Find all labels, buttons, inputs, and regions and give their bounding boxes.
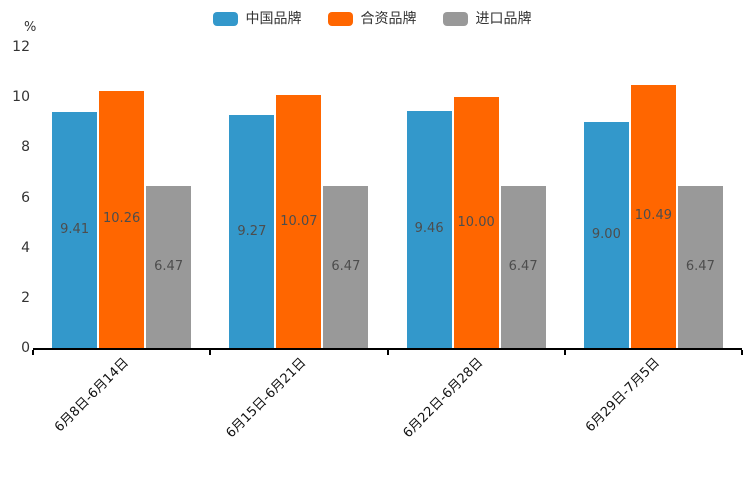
bar-合资品牌-group-2[interactable]: [453, 97, 499, 348]
legend-swatch-icon: [442, 12, 468, 26]
x-axis-label: 6月15日-6月21日: [222, 355, 309, 442]
legend-item-series-0[interactable]: 中国品牌: [212, 11, 302, 27]
bar-value-label: 10.00: [457, 214, 495, 230]
bar-value-label: 6.47: [331, 258, 361, 274]
bar-value-label: 9.27: [237, 223, 267, 239]
bar-进口品牌-group-2[interactable]: [500, 185, 546, 348]
bar-value-label: 9.41: [60, 221, 90, 237]
bar-value-label: 10.49: [634, 208, 672, 224]
bar-中国品牌-group-0[interactable]: [52, 111, 98, 348]
legend-item-label: 进口品牌: [475, 11, 532, 27]
x-axis-label: 6月29日-7月5日: [583, 355, 664, 436]
x-axis-tick: [741, 350, 743, 355]
x-axis-tick: [209, 350, 212, 355]
chart-legend: 中国品牌 合资品牌 进口品牌: [0, 8, 744, 30]
x-axis-line: [33, 348, 742, 350]
legend-swatch-icon: [327, 12, 353, 26]
bar-中国品牌-group-1[interactable]: [229, 115, 275, 348]
y-axis-tick-label: 2: [21, 289, 30, 306]
bar-value-label: 6.47: [685, 258, 715, 274]
bar-value-label: 9.00: [591, 227, 621, 243]
bar-value-label: 10.07: [280, 213, 318, 229]
bar-value-label: 9.46: [414, 221, 444, 237]
x-axis-label: 6月22日-6月28日: [400, 355, 487, 442]
bar-value-label: 6.47: [154, 258, 184, 274]
bar-合资品牌-group-3[interactable]: [630, 84, 676, 348]
bar-进口品牌-group-0[interactable]: [146, 185, 192, 348]
bar-进口品牌-group-1[interactable]: [323, 185, 369, 348]
y-axis-tick-label: 10: [12, 89, 30, 106]
bar-合资品牌-group-1[interactable]: [276, 95, 322, 348]
x-axis-tick: [563, 350, 566, 355]
bar-value-label: 6.47: [508, 258, 538, 274]
legend-item-series-1[interactable]: 合资品牌: [327, 11, 417, 27]
y-axis-tick-label: 6: [21, 189, 30, 206]
legend-swatch-icon: [212, 12, 238, 26]
legend-item-label: 中国品牌: [245, 11, 302, 27]
x-axis-label: 6月8日-6月14日: [51, 355, 132, 436]
x-axis-tick: [386, 350, 389, 355]
bar-中国品牌-group-3[interactable]: [583, 122, 629, 348]
x-axis-tick: [32, 350, 34, 355]
y-axis-tick-label: 8: [21, 139, 30, 156]
bar-合资品牌-group-0[interactable]: [99, 90, 145, 348]
bar-中国品牌-group-2[interactable]: [406, 110, 452, 348]
legend-item-series-2[interactable]: 进口品牌: [442, 11, 532, 27]
y-axis-tick-label: 0: [21, 340, 30, 356]
y-axis-unit-label: %: [24, 20, 37, 35]
y-axis-tick-label: 4: [21, 239, 30, 256]
legend-item-label: 合资品牌: [360, 11, 417, 27]
y-axis-tick-label: 12: [12, 39, 30, 55]
bar-进口品牌-group-3[interactable]: [677, 185, 723, 348]
bar-value-label: 10.26: [103, 211, 141, 227]
